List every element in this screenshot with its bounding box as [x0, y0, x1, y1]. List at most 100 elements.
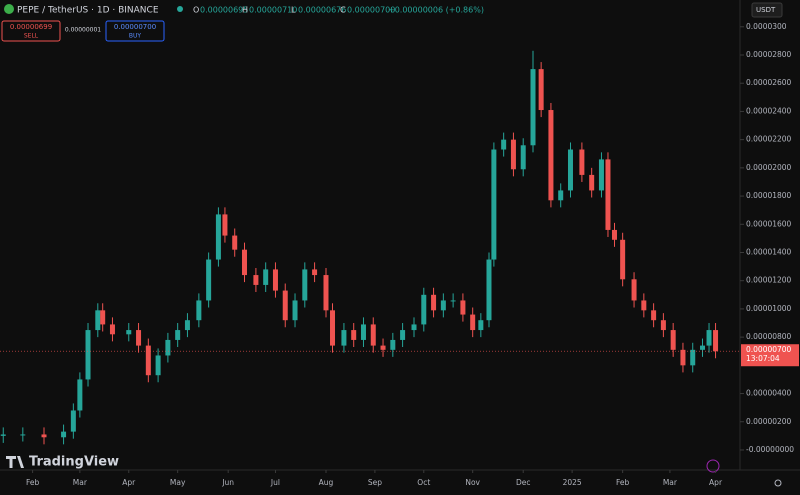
candle-body: [292, 300, 298, 321]
candle-body: [690, 349, 696, 366]
change: +0.00000006 (+0.86%): [388, 6, 484, 15]
candle-body: [370, 324, 376, 346]
candle-body: [431, 294, 437, 311]
y-tick-label: 0.00000800: [746, 332, 792, 341]
y-tick-label: 0.00001000: [746, 304, 792, 313]
candle-body: [680, 349, 686, 366]
last-price-label: 0.00000700: [746, 345, 792, 354]
candle-body: [253, 275, 259, 285]
candle-body: [232, 235, 238, 250]
x-tick-label: Sep: [368, 478, 382, 487]
candle-body: [302, 269, 308, 301]
candle-body: [380, 345, 386, 350]
y-tick-label: 0.00002400: [746, 106, 792, 115]
candle-body: [109, 324, 115, 335]
candle-body: [20, 434, 26, 436]
y-tick-label: 0.00001600: [746, 219, 792, 228]
ohlc-value: 0.00000700: [347, 6, 395, 15]
candle-body: [100, 310, 106, 325]
x-tick-label: Jul: [270, 478, 280, 487]
currency-button[interactable]: [751, 2, 783, 18]
buy-price: 0.00000700: [114, 23, 156, 31]
x-tick-label: 2025: [563, 478, 582, 487]
ohlc-key: L: [291, 6, 296, 15]
last-price-box: [741, 344, 799, 367]
y-tick-label: 0.00000200: [746, 417, 792, 426]
candle-body: [215, 214, 221, 260]
candle-body: [620, 239, 626, 280]
settings-icon[interactable]: [774, 479, 782, 487]
x-tick-label: May: [170, 478, 186, 487]
candle-body: [670, 330, 676, 350]
candle-body: [421, 294, 427, 325]
x-tick-label: Aug: [319, 478, 334, 487]
candle-body: [538, 69, 544, 111]
x-tick-label: Apr: [709, 478, 723, 487]
candle-body: [136, 330, 142, 346]
candle-body: [567, 149, 573, 191]
candle-body: [312, 269, 318, 276]
x-tick-label: Apr: [122, 478, 136, 487]
candle-body: [660, 320, 666, 331]
candle-body: [206, 259, 212, 301]
candle-body: [330, 310, 336, 346]
ohlc-value: 0.00000676: [298, 6, 346, 15]
ohlc-key: C: [340, 6, 346, 15]
x-tick-label: Dec: [516, 478, 531, 487]
ohlc-key: H: [242, 6, 248, 15]
candle-body: [341, 330, 347, 346]
candle-body: [713, 330, 719, 352]
candle-body: [641, 300, 647, 311]
candle-body: [598, 159, 604, 191]
candle-body: [589, 174, 595, 191]
candle-body: [241, 249, 247, 276]
candle-body: [491, 149, 497, 260]
ohlc-value: 0.00000695: [200, 6, 248, 15]
candle-body: [323, 275, 329, 311]
y-tick-label: 0.00001400: [746, 247, 792, 256]
buy-button[interactable]: [105, 20, 165, 42]
candle-body: [530, 69, 536, 146]
candle-body: [155, 355, 161, 376]
logo-mark: [6, 456, 24, 468]
candle-body: [411, 324, 417, 331]
candle-body: [263, 269, 269, 285]
candle-body: [579, 149, 585, 175]
ohlc-key: O: [193, 6, 199, 15]
candle-body: [175, 330, 181, 340]
x-tick-label: Mar: [73, 478, 88, 487]
sell-price: 0.00000699: [10, 23, 52, 31]
candle-body: [400, 330, 406, 340]
candle-body: [41, 434, 47, 438]
candle-body: [548, 110, 554, 201]
candle-body: [460, 300, 466, 315]
x-tick-label: Nov: [465, 478, 480, 487]
candle-body: [450, 300, 456, 302]
currency: USDT: [756, 6, 776, 14]
candle-body: [61, 431, 67, 438]
candle-body: [196, 300, 202, 321]
y-tick-label: 0.00002800: [746, 50, 792, 59]
logo: TradingView: [29, 455, 119, 470]
candle-body: [184, 320, 190, 331]
y-tick-label: 0.0000300: [746, 22, 787, 31]
candle-body: [77, 379, 83, 411]
candle-body: [510, 139, 516, 170]
candle-body: [631, 279, 637, 301]
status-dot: [177, 6, 183, 12]
x-tick-label: Jun: [221, 478, 234, 487]
x-tick-label: Oct: [417, 478, 430, 487]
candle-body: [651, 310, 657, 321]
sell-button[interactable]: [1, 20, 61, 42]
candle-body: [478, 320, 484, 331]
candle-body: [390, 339, 396, 350]
alert-icon[interactable]: [706, 459, 720, 473]
y-tick-label: 0.00000400: [746, 389, 792, 398]
candle-body: [126, 330, 132, 335]
candle-body: [95, 310, 101, 331]
symbol: PEPE / TetherUS · 1D · BINANCE: [17, 6, 159, 16]
candle-body: [0, 434, 6, 436]
